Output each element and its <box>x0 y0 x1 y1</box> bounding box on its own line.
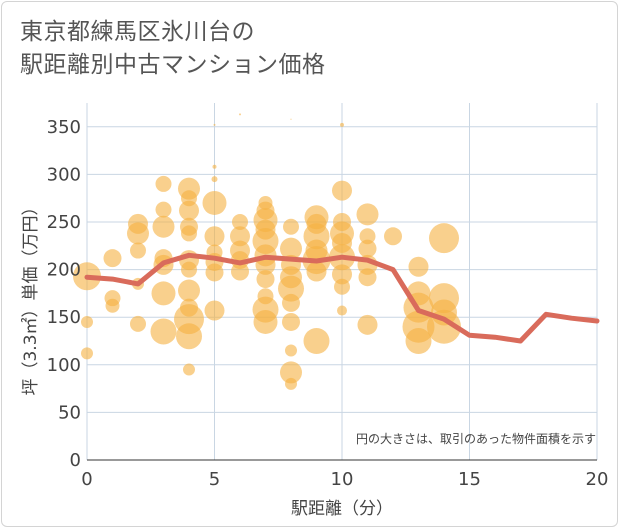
y-tick-label: 350 <box>47 117 81 138</box>
bubble-point <box>152 215 175 238</box>
bubble-point <box>179 200 199 221</box>
bubble-point <box>232 214 248 230</box>
x-tick-label: 10 <box>331 469 354 490</box>
bubble-point <box>306 261 327 282</box>
y-tick-label: 0 <box>70 450 81 471</box>
x-tick-label: 15 <box>458 469 481 490</box>
chart-title: 東京都練馬区氷川台の 駅距離別中古マンション価格 <box>20 16 326 82</box>
bubble-point <box>202 190 227 215</box>
bubble-point <box>285 344 297 357</box>
bubble-point <box>256 270 275 289</box>
bubble-point <box>278 275 304 302</box>
bubble-point <box>282 312 300 331</box>
bubble-point <box>357 314 378 335</box>
bubble-point <box>358 268 377 287</box>
bubble-point <box>150 318 177 345</box>
bubble-point <box>211 176 218 183</box>
y-tick-label: 100 <box>47 355 81 376</box>
bubble-point <box>358 239 377 258</box>
bubble-point <box>81 315 93 328</box>
bubble-point <box>151 281 176 306</box>
bubble-point <box>103 249 122 268</box>
bubble-point <box>231 262 249 281</box>
bubble-point <box>105 298 120 313</box>
bubble-point <box>253 309 278 334</box>
bubble-point <box>212 164 217 169</box>
bubble-point <box>337 305 347 316</box>
bubble-point <box>127 222 149 245</box>
bubbles <box>73 113 461 390</box>
chart-title-line1: 東京都練馬区氷川台の <box>20 19 255 45</box>
y-tick-label: 250 <box>47 212 81 233</box>
bubble-point <box>282 293 300 312</box>
bubble-point <box>181 261 197 278</box>
bubble-point <box>183 363 195 376</box>
bubble-point <box>130 242 146 259</box>
bubble-point <box>81 347 93 360</box>
bubble-point <box>130 315 146 332</box>
size-note: 円の大きさは、取引のあった物件面積を示す <box>356 431 596 446</box>
bubble-point <box>280 237 302 260</box>
bubble-point <box>405 328 432 354</box>
bubble-point <box>178 279 200 302</box>
y-tick-label: 200 <box>47 260 81 281</box>
average-line-layer <box>84 252 600 344</box>
bubble-point <box>280 361 302 384</box>
bubble-point <box>155 201 172 218</box>
bubble-point <box>340 122 344 127</box>
bubble-point <box>356 203 379 226</box>
bubble-point <box>285 377 297 390</box>
bubble-point <box>408 256 429 277</box>
bubble-point <box>332 264 352 285</box>
x-axis-label: 駅距離（分） <box>291 499 393 519</box>
y-tick-label: 300 <box>47 164 81 185</box>
bubble-point <box>239 113 241 116</box>
bubble-point <box>155 175 172 192</box>
bubble-point <box>204 300 225 321</box>
bubble-point <box>205 263 224 282</box>
tick-labels: 0 50 100 150 200 250 300 350 0 5 10 15 20 <box>47 117 609 490</box>
bubble-point <box>204 226 225 247</box>
bubble-point <box>303 328 330 354</box>
y-tick-label: 50 <box>58 402 81 423</box>
bubble-point <box>230 226 250 247</box>
chart-title-line2: 駅距離別中古マンション価格 <box>20 52 326 78</box>
bubble-point <box>334 278 350 295</box>
bubble-point <box>283 218 299 235</box>
bubble-point <box>332 180 352 201</box>
bubble-point <box>213 123 216 126</box>
x-tick-label: 5 <box>209 469 220 490</box>
bubble-point <box>176 323 202 350</box>
x-tick-label: 0 <box>81 469 92 490</box>
bubble-point <box>290 118 292 120</box>
x-tick-label: 20 <box>586 469 609 490</box>
bubble-point <box>359 228 376 245</box>
y-axis-label: 坪（3.3㎡）単価（万円） <box>21 198 41 395</box>
bubble-point <box>384 227 402 246</box>
bubble-point <box>429 223 459 254</box>
bubble-point <box>181 225 197 242</box>
y-tick-label: 150 <box>47 307 81 328</box>
average-price-line <box>84 252 600 344</box>
